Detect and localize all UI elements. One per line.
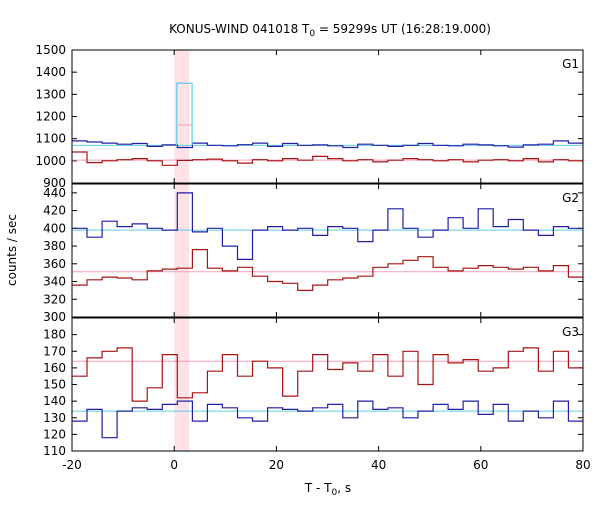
series-red-line [72,249,583,291]
series-red-line [72,151,583,166]
y-tick-label: 1500 [35,43,66,57]
x-tick-label: 60 [473,458,488,472]
y-tick-label: 420 [43,204,66,218]
x-tick-label: 80 [575,458,590,472]
spike-bin [176,82,193,146]
y-tick-label: 1200 [35,110,66,124]
chart-panels: 900100011001200130014001500G130032034036… [35,43,590,472]
x-axis-label: T - T0, s [304,481,351,498]
panel-g2: 300 320 340 360 380 400 420 440 G2 [43,183,584,324]
y-tick-label: 440 [43,186,66,200]
y-tick-label: 380 [43,239,66,253]
y-tick-label: 160 [43,361,66,375]
y-tick-label: 170 [43,344,66,358]
trigger-interval-band [174,50,190,451]
y-tick-label: 1000 [35,154,66,168]
panel-frame [71,49,584,184]
x-tick-label: 40 [371,458,386,472]
series-blue-line [72,400,583,439]
y-tick-label: 150 [43,378,66,392]
chart-title: KONUS-WIND 041018 T0 = 59299s UT (16:28:… [169,22,491,39]
y-tick-label: 140 [43,394,66,408]
y-tick-label: 110 [43,444,66,458]
x-tick-label: -20 [62,458,82,472]
y-tick-label: 1300 [35,87,66,101]
y-tick-label: 1100 [35,132,66,146]
panel-frame [71,183,584,318]
series-blue-line [72,140,583,149]
y-tick-label: 320 [43,292,66,306]
y-tick-label: 400 [43,221,66,235]
y-tick-label: 130 [43,411,66,425]
y-tick-label: 900 [43,176,66,190]
panel-label: G1 [562,57,579,71]
y-tick-label: 1400 [35,65,66,79]
x-tick-label: 0 [170,458,178,472]
panel-label: G2 [562,191,579,205]
panel-g3: 110 120 130 140 150 160 170 180 G3 [43,317,584,458]
panel-frame [71,317,584,452]
panel-label: G3 [562,325,579,339]
y-tick-label: 180 [43,328,66,342]
y-tick-label: 360 [43,257,66,271]
y-tick-label: 340 [43,275,66,289]
y-tick-label: 300 [43,310,66,324]
series-red-line [72,347,583,402]
y-axis-label: counts / sec [5,214,19,286]
panel-g1: 900 1000 1100 1200 1300 1400 1500 G1 [35,43,584,190]
y-tick-label: 120 [43,427,66,441]
series-blue-line [72,192,583,260]
x-tick-label: 20 [269,458,284,472]
